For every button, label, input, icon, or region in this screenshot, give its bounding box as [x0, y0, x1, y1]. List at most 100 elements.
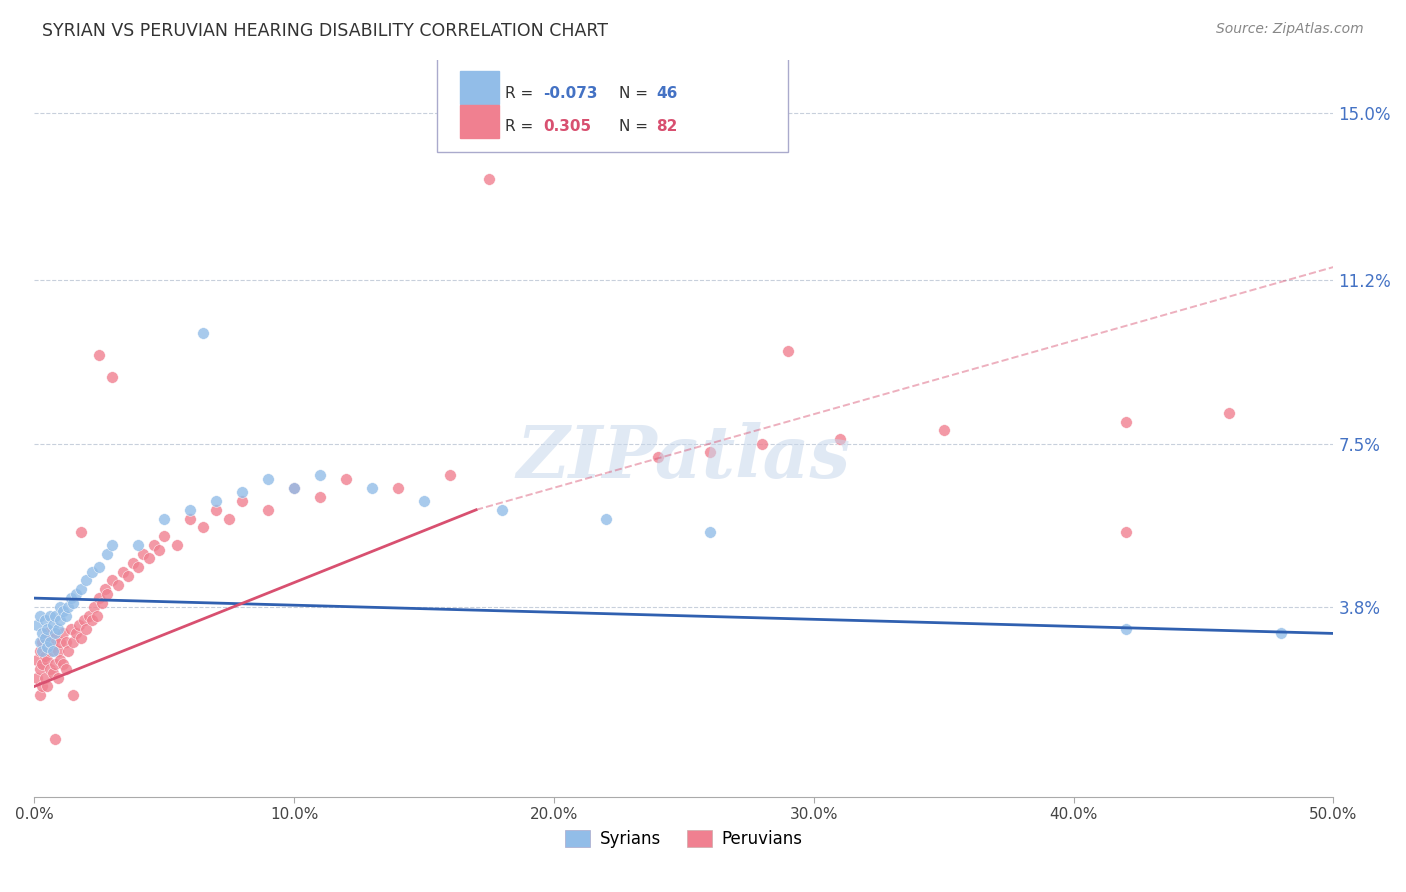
Point	[1115, 524, 1137, 539]
Point	[37, 626, 59, 640]
Point	[56, 599, 79, 614]
Point	[25, 653, 48, 667]
Point	[73, 613, 96, 627]
Point	[31, 626, 53, 640]
Point	[107, 578, 129, 592]
Point	[34, 648, 56, 663]
Point	[96, 587, 118, 601]
Point	[44, 631, 66, 645]
Point	[179, 511, 201, 525]
Point	[89, 348, 111, 362]
Point	[595, 511, 617, 525]
Point	[37, 653, 59, 667]
Point	[699, 445, 721, 459]
Point	[86, 608, 108, 623]
Point	[1115, 415, 1137, 429]
Point	[179, 503, 201, 517]
Point	[309, 467, 332, 482]
Point	[89, 591, 111, 606]
Point	[34, 613, 56, 627]
Point	[77, 608, 100, 623]
Point	[153, 511, 176, 525]
Point	[309, 490, 332, 504]
Point	[44, 657, 66, 672]
Text: 46: 46	[657, 87, 678, 101]
Point	[46, 622, 69, 636]
Point	[193, 520, 215, 534]
Text: 82: 82	[657, 119, 678, 134]
Point	[49, 599, 72, 614]
Point	[132, 547, 155, 561]
Point	[41, 640, 63, 654]
Point	[932, 423, 955, 437]
Point	[31, 680, 53, 694]
Point	[751, 436, 773, 450]
Point	[28, 662, 51, 676]
Point	[75, 574, 97, 588]
Point	[56, 644, 79, 658]
Point	[46, 671, 69, 685]
Point	[52, 604, 75, 618]
Point	[231, 494, 253, 508]
Point	[101, 370, 124, 384]
Point	[25, 671, 48, 685]
Point	[153, 529, 176, 543]
Point	[41, 666, 63, 681]
Point	[478, 171, 501, 186]
Point	[44, 608, 66, 623]
Point	[89, 560, 111, 574]
Point	[148, 542, 170, 557]
Point	[205, 503, 228, 517]
Point	[39, 608, 62, 623]
Point	[34, 631, 56, 645]
Point	[193, 326, 215, 341]
Text: N =: N =	[619, 87, 652, 101]
Point	[34, 631, 56, 645]
Point	[70, 631, 93, 645]
Text: ZIPatlas: ZIPatlas	[517, 422, 851, 493]
Point	[127, 538, 149, 552]
Point	[166, 538, 188, 552]
Point	[218, 511, 240, 525]
Point	[49, 613, 72, 627]
Point	[25, 617, 48, 632]
Point	[83, 599, 105, 614]
FancyBboxPatch shape	[460, 105, 499, 138]
Point	[80, 565, 103, 579]
Point	[70, 582, 93, 597]
Point	[46, 644, 69, 658]
Point	[80, 613, 103, 627]
Point	[59, 591, 82, 606]
Point	[41, 644, 63, 658]
Point	[413, 494, 436, 508]
Point	[283, 481, 305, 495]
Point	[138, 551, 160, 566]
FancyBboxPatch shape	[460, 70, 499, 103]
Point	[828, 432, 851, 446]
Point	[28, 644, 51, 658]
Legend: Syrians, Peruvians: Syrians, Peruvians	[558, 823, 810, 855]
Point	[52, 657, 75, 672]
Point	[59, 622, 82, 636]
Text: N =: N =	[619, 119, 652, 134]
Text: SYRIAN VS PERUVIAN HEARING DISABILITY CORRELATION CHART: SYRIAN VS PERUVIAN HEARING DISABILITY CO…	[42, 22, 609, 40]
Point	[142, 538, 165, 552]
Point	[44, 732, 66, 747]
Point	[31, 657, 53, 672]
Point	[1218, 406, 1240, 420]
Point	[96, 547, 118, 561]
Point	[205, 494, 228, 508]
Point	[52, 626, 75, 640]
Point	[93, 582, 115, 597]
Point	[41, 617, 63, 632]
Point	[55, 662, 77, 676]
Point	[28, 688, 51, 702]
Point	[55, 635, 77, 649]
Point	[101, 538, 124, 552]
Point	[62, 635, 84, 649]
Point	[49, 635, 72, 649]
Point	[49, 653, 72, 667]
Point	[70, 524, 93, 539]
Point	[335, 472, 357, 486]
Point	[387, 481, 409, 495]
